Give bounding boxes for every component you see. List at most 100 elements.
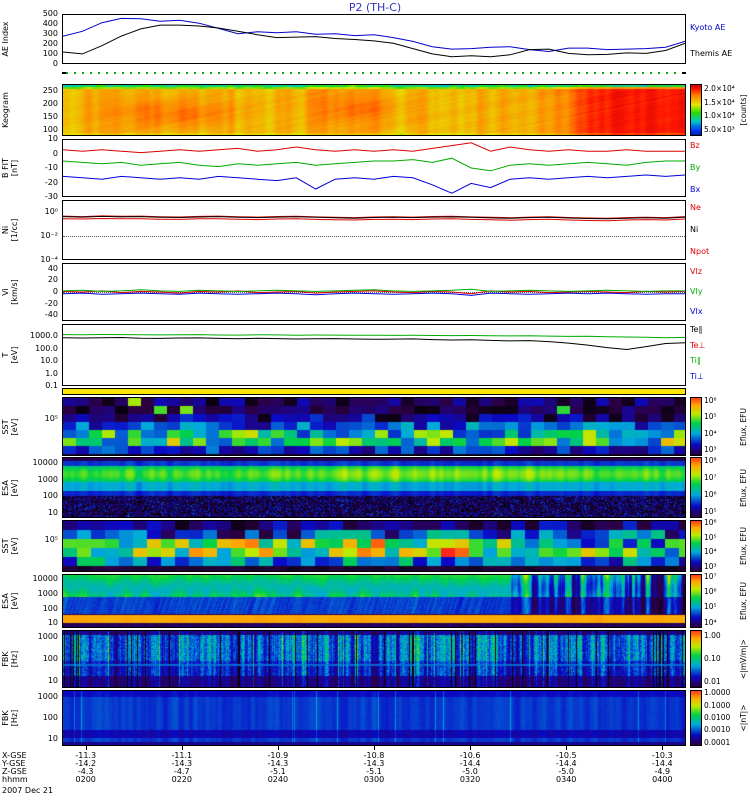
y-tick-label: -20 bbox=[44, 177, 58, 187]
colorbar-tick-label: 10⁸ bbox=[704, 455, 717, 465]
y-tick-label: 100 bbox=[42, 603, 58, 613]
spectrogram-fbk_b bbox=[63, 691, 685, 745]
y-tick-label: 10000 bbox=[32, 574, 58, 584]
y-axis-label: [km/s] bbox=[10, 279, 19, 305]
colorbar-unit-label: [counts] bbox=[739, 94, 748, 126]
series-npot bbox=[63, 217, 685, 222]
colorbar-tick-label: 0.1000 bbox=[704, 700, 731, 710]
y-gse-value: -14.4 bbox=[555, 759, 577, 768]
series-te- bbox=[63, 336, 685, 351]
y-axis-label: SST bbox=[1, 538, 10, 554]
colorbar-tick-label: 10⁶ bbox=[704, 489, 717, 499]
y-tick-label: 10000 bbox=[32, 458, 58, 468]
series-viy bbox=[63, 288, 685, 292]
legend-label-te-: Te⊥ bbox=[690, 340, 706, 350]
y-tick-label: 100 bbox=[42, 713, 58, 722]
roi-dotted-line bbox=[66, 71, 682, 74]
z-gse-value: -5.0 bbox=[462, 767, 478, 776]
series-ni bbox=[63, 215, 685, 220]
series-by bbox=[63, 157, 685, 172]
y-tick-label: 100 bbox=[42, 654, 58, 663]
colorbar-gradient-fbk_e bbox=[691, 631, 701, 687]
axis-row-header: Z-GSE bbox=[2, 767, 27, 776]
colorbar-tick-label: 1.5×10⁴ bbox=[704, 97, 735, 107]
colorbar-tick-label: 10⁴ bbox=[704, 428, 717, 438]
date-label: 2007 Dec 21 bbox=[2, 786, 54, 795]
y-gse-value: -14.2 bbox=[75, 759, 97, 768]
legend-label-kyoto-ae: Kyoto AE bbox=[690, 23, 726, 32]
panel-keogram bbox=[62, 84, 686, 136]
time-label: 0300 bbox=[363, 775, 385, 784]
x-gse-value: -10.5 bbox=[555, 751, 577, 760]
y-axis-label: ESA bbox=[1, 479, 10, 496]
series-kyoto-ae bbox=[63, 17, 685, 53]
series-ti- bbox=[63, 333, 685, 339]
time-tick bbox=[277, 746, 279, 750]
colorbar-unit-label: Eflux, EFU bbox=[739, 527, 748, 565]
y-gse-value: -14.3 bbox=[171, 759, 193, 768]
colorbar-tick-label: 1.0000 bbox=[704, 688, 731, 698]
y-axis-label: FBK bbox=[1, 651, 10, 667]
y-axis-label: ESA bbox=[1, 593, 10, 609]
panel-ae bbox=[62, 14, 686, 64]
y-gse-value: -14.3 bbox=[267, 759, 289, 768]
legend-label-te-: Te∥ bbox=[690, 325, 703, 335]
time-tick bbox=[374, 746, 375, 750]
colorbar-fbk_e bbox=[690, 630, 702, 688]
axis-row-header: Y-GSE bbox=[2, 759, 26, 768]
y-axis-label: [eV] bbox=[10, 418, 19, 435]
line-chart-vi bbox=[63, 288, 685, 296]
colorbar-tick-label: 10⁶ bbox=[704, 395, 717, 405]
colorbar-tick-label: 1.0×10⁴ bbox=[704, 111, 735, 121]
time-label: 0400 bbox=[652, 775, 673, 784]
y-tick-label: 10⁵ bbox=[44, 534, 58, 544]
y-tick-label: 1000.0 bbox=[30, 331, 58, 341]
time-label: 0340 bbox=[556, 775, 577, 784]
colorbar-tick-label: 0.10 bbox=[704, 654, 721, 663]
legend-label-bx: Bx bbox=[690, 185, 701, 195]
z-gse-value: -5.1 bbox=[270, 767, 286, 776]
z-gse-value: -5.1 bbox=[366, 767, 382, 776]
y-tick-label: 400 bbox=[42, 19, 58, 28]
colorbar-gradient-keogram bbox=[691, 85, 701, 135]
y-tick-label: 100 bbox=[42, 124, 58, 134]
time-tick bbox=[566, 746, 568, 750]
plot-title: P2 (TH-C) bbox=[348, 1, 402, 14]
time-label: 0240 bbox=[267, 775, 289, 784]
y-axis-label: [eV] bbox=[10, 479, 19, 496]
colorbar-gradient-sst_e bbox=[691, 398, 701, 455]
y-tick-label: 10 bbox=[47, 734, 58, 744]
y-axis-label: T bbox=[1, 352, 10, 358]
colorbar-unit-label: <|mV/m|> bbox=[739, 639, 748, 679]
spectrogram-esa_i bbox=[63, 575, 685, 627]
y-tick-label: 10 bbox=[47, 507, 58, 517]
colorbar-gradient-esa_i bbox=[691, 575, 701, 627]
colorbar-tick-label: 0.0001 bbox=[704, 737, 731, 747]
panel-vi bbox=[62, 263, 686, 321]
zero-gridline bbox=[63, 292, 685, 293]
panel-fbk_e bbox=[62, 630, 686, 688]
colorbar-tick-label: 10⁷ bbox=[704, 472, 717, 482]
panel-roi bbox=[62, 66, 686, 79]
y-axis-label: AE Index bbox=[1, 21, 10, 57]
axis-row-header: X-GSE bbox=[2, 751, 27, 760]
panel-sst_e bbox=[62, 397, 686, 456]
legend-label-themis-ae: Themis AE bbox=[690, 49, 733, 58]
colorbar-unit-label: Eflux, EFU bbox=[739, 468, 748, 507]
legend-label-ti-: Ti⊥ bbox=[690, 371, 704, 381]
z-gse-value: -4.9 bbox=[654, 767, 671, 776]
z-gse-value: -4.7 bbox=[173, 767, 190, 776]
panel-fastbar bbox=[62, 388, 686, 395]
series-bz bbox=[63, 142, 685, 154]
y-gse-value: -14.3 bbox=[363, 759, 385, 768]
time-label: 0200 bbox=[75, 775, 96, 784]
y-axis-label: Ni bbox=[1, 225, 10, 235]
y-tick-label: 10⁻² bbox=[40, 231, 58, 240]
series-bx bbox=[63, 174, 685, 194]
spectrogram-sst_e bbox=[63, 398, 685, 455]
time-tick bbox=[85, 746, 87, 750]
colorbar-tick-label: 10⁵ bbox=[704, 532, 717, 542]
axis-row-header: hhmm bbox=[2, 775, 28, 784]
legend-label-ne: Ne bbox=[690, 203, 701, 213]
series-vix bbox=[63, 292, 685, 296]
